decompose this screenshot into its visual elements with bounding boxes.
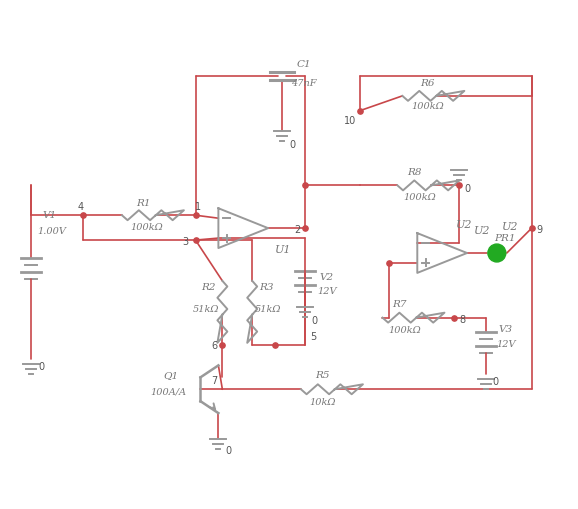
Text: R1: R1 <box>136 199 151 208</box>
Text: R5: R5 <box>316 371 330 380</box>
Text: V1: V1 <box>42 211 57 220</box>
Text: R6: R6 <box>420 79 435 89</box>
Text: Q1: Q1 <box>163 371 178 380</box>
Text: 3: 3 <box>183 237 188 247</box>
Text: 100kΩ: 100kΩ <box>131 222 163 232</box>
Circle shape <box>488 244 506 262</box>
Text: V3: V3 <box>499 325 513 334</box>
Text: U1: U1 <box>275 245 291 255</box>
Text: 100kΩ: 100kΩ <box>411 102 444 111</box>
Text: 7: 7 <box>212 376 217 386</box>
Text: U2: U2 <box>474 226 490 236</box>
Text: 0: 0 <box>464 184 470 194</box>
Text: 6: 6 <box>212 342 217 352</box>
Text: 100kΩ: 100kΩ <box>388 326 421 335</box>
Text: 0: 0 <box>289 139 295 150</box>
Text: 100A/A: 100A/A <box>151 388 187 397</box>
Text: 4: 4 <box>77 202 83 212</box>
Text: 0: 0 <box>312 316 318 326</box>
Text: 1: 1 <box>195 202 202 212</box>
Text: 8: 8 <box>459 315 465 325</box>
Text: 47nF: 47nF <box>291 79 317 89</box>
Text: R3: R3 <box>259 284 273 292</box>
Text: 12V: 12V <box>496 340 516 349</box>
Text: V: V <box>493 248 501 258</box>
Text: U2: U2 <box>502 222 518 232</box>
Text: V2: V2 <box>320 273 334 282</box>
Text: R7: R7 <box>392 300 407 309</box>
Text: 0: 0 <box>493 377 499 387</box>
Text: 5: 5 <box>310 331 316 342</box>
Text: 51kΩ: 51kΩ <box>193 305 220 314</box>
Text: R2: R2 <box>201 284 216 292</box>
Text: 0: 0 <box>225 446 231 456</box>
Text: 51kΩ: 51kΩ <box>255 305 281 314</box>
Text: R8: R8 <box>407 168 421 177</box>
Text: 100kΩ: 100kΩ <box>403 193 436 202</box>
Text: 2: 2 <box>294 225 300 235</box>
Text: PR1: PR1 <box>494 234 516 243</box>
Text: 10: 10 <box>343 116 356 126</box>
Text: 12V: 12V <box>317 287 336 296</box>
Text: C1: C1 <box>297 60 311 69</box>
Text: 10kΩ: 10kΩ <box>310 398 336 407</box>
Text: 9: 9 <box>536 225 543 235</box>
Text: 1.00V: 1.00V <box>37 227 66 236</box>
Text: 0: 0 <box>38 362 45 373</box>
Text: U2: U2 <box>456 220 472 230</box>
